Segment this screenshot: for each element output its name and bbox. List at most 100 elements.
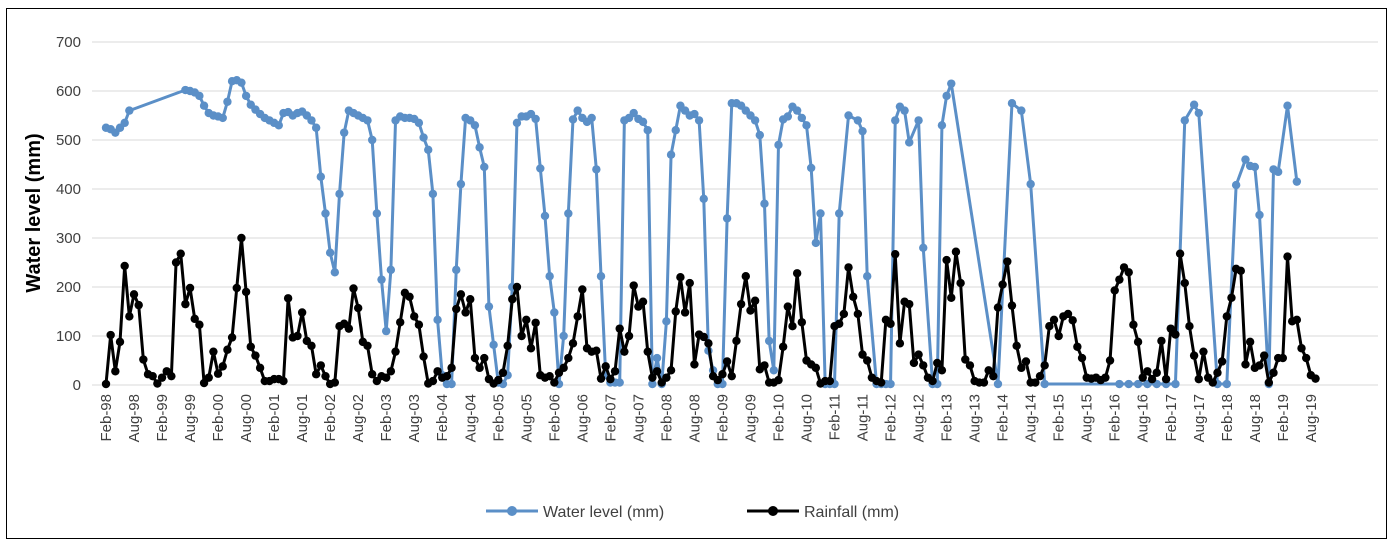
data-point-Feb-06 <box>550 308 559 317</box>
data-point-Nov-07 <box>648 373 657 382</box>
data-point-Jun-98 <box>120 261 129 271</box>
data-point-Apr-00 <box>223 345 232 354</box>
data-point-May-04 <box>452 265 461 275</box>
data-point-Jul-17 <box>1189 351 1199 360</box>
y-tick-label-500: 500 <box>56 132 81 149</box>
x-tick-label-Feb-99: Feb-99 <box>154 394 171 442</box>
data-point-Mar-13 <box>947 293 956 302</box>
data-point-Mar-16 <box>1115 275 1124 284</box>
data-point-Jul-15 <box>1077 353 1087 363</box>
data-point-Dec-01 <box>316 172 326 181</box>
data-point-Jul-00 <box>237 78 246 87</box>
x-tick-label-Aug-07: Aug-07 <box>630 394 647 442</box>
data-point-Nov-10 <box>816 209 825 218</box>
x-tick-label-Aug-00: Aug-00 <box>238 394 255 442</box>
y-tick-label-200: 200 <box>56 279 81 296</box>
legend-item-water-level: Water level (mm) <box>486 504 664 521</box>
data-point-Nov-09 <box>760 361 769 370</box>
x-tick-label-Feb-10: Feb-10 <box>770 394 787 442</box>
data-point-May-06 <box>564 209 573 218</box>
x-tick-label-Feb-04: Feb-04 <box>434 394 451 442</box>
data-point-May-19 <box>1292 177 1302 186</box>
data-point-Aug-09 <box>746 306 755 315</box>
data-point-Feb-18 <box>1222 312 1232 321</box>
data-point-Oct-04 <box>475 363 484 373</box>
data-point-Sep-08 <box>694 116 704 125</box>
legend-item-rainfall: Rainfall (mm) <box>747 504 899 521</box>
data-point-Apr-15 <box>1063 309 1073 319</box>
data-point-Jul-03 <box>405 292 414 301</box>
x-tick-label-Feb-06: Feb-06 <box>546 394 563 442</box>
x-tick-label-Aug-99: Aug-99 <box>182 394 199 442</box>
data-point-Dec-15 <box>1101 373 1110 382</box>
data-point-Oct-08 <box>699 194 708 203</box>
data-point-Jun-00 <box>232 283 241 293</box>
x-tick-label-Aug-05: Aug-05 <box>518 394 535 442</box>
series-rainfall <box>101 233 1320 389</box>
data-point-Nov-06 <box>592 346 601 355</box>
data-point-Nov-18 <box>1264 378 1274 387</box>
data-point-Apr-06 <box>559 363 568 373</box>
y-tick-label-0: 0 <box>73 377 81 394</box>
data-point-Oct-08 <box>699 332 708 342</box>
data-point-Aug-05 <box>522 315 531 325</box>
data-point-Apr-14 <box>1007 301 1017 310</box>
data-point-Jul-10 <box>797 113 807 123</box>
data-point-Jun-13 <box>961 355 970 364</box>
data-point-Sep-10 <box>806 163 816 173</box>
data-point-Feb-19 <box>1278 353 1288 363</box>
data-point-Sep-04 <box>470 121 480 130</box>
data-point-Nov-13 <box>984 366 993 375</box>
data-point-Sep-09 <box>750 296 760 305</box>
data-point-Nov-16 <box>1152 368 1161 377</box>
data-point-Mar-13 <box>947 79 956 88</box>
data-point-Nov-09 <box>760 199 769 208</box>
data-point-Feb-07 <box>606 374 615 384</box>
data-point-Jun-99 <box>176 249 185 258</box>
data-point-Feb-08 <box>662 373 671 382</box>
data-point-Dec-16 <box>1157 336 1166 346</box>
data-point-Apr-05 <box>503 341 512 350</box>
data-point-Jan-13 <box>937 366 947 375</box>
x-tick-label-Feb-01: Feb-01 <box>266 394 283 442</box>
data-point-Jan-16 <box>1105 356 1115 365</box>
data-point-Oct-05 <box>531 114 540 124</box>
data-point-Apr-00 <box>223 97 232 106</box>
data-point-Nov-14 <box>1040 379 1049 389</box>
data-point-Dec-07 <box>652 353 662 363</box>
data-point-Jan-15 <box>1049 315 1059 325</box>
data-point-Mar-07 <box>610 367 620 376</box>
data-point-Sep-04 <box>470 353 480 363</box>
data-point-Jun-08 <box>680 308 690 317</box>
data-point-Apr-04 <box>447 379 456 389</box>
data-point-Oct-04 <box>475 143 484 152</box>
data-point-Apr-17 <box>1175 249 1185 258</box>
data-point-Feb-03 <box>382 326 391 336</box>
y-axis-title: Water level (mm) <box>23 133 45 292</box>
data-point-May-98 <box>115 337 125 347</box>
data-point-Jul-08 <box>685 278 694 288</box>
data-point-Jan-06 <box>545 272 554 281</box>
x-tick-label-Aug-03: Aug-03 <box>406 394 423 442</box>
data-point-Jul-19 <box>1301 353 1311 363</box>
data-point-Jul-06 <box>573 312 582 321</box>
legend-label: Water level (mm) <box>543 504 664 521</box>
y-tick-label-400: 400 <box>56 181 81 198</box>
data-point-Dec-17 <box>1213 368 1222 377</box>
data-point-Aug-01 <box>297 308 307 317</box>
data-point-Jul-16 <box>1133 379 1143 389</box>
data-point-Mar-18 <box>1227 293 1236 302</box>
x-tick-label-Feb-12: Feb-12 <box>883 394 900 442</box>
data-point-May-19 <box>1292 315 1302 325</box>
data-point-Aug-16 <box>1138 373 1147 382</box>
data-point-Jun-98 <box>120 118 129 128</box>
data-point-Jul-17 <box>1189 100 1199 109</box>
data-point-Sep-19 <box>1311 374 1320 383</box>
data-point-Mar-08 <box>666 366 676 375</box>
data-point-Apr-10 <box>783 302 793 311</box>
data-point-May-17 <box>1180 278 1189 288</box>
data-point-May-08 <box>676 273 685 282</box>
data-point-Oct-07 <box>643 347 652 356</box>
data-point-Oct-01 <box>307 341 316 350</box>
data-point-Mar-09 <box>722 357 732 366</box>
